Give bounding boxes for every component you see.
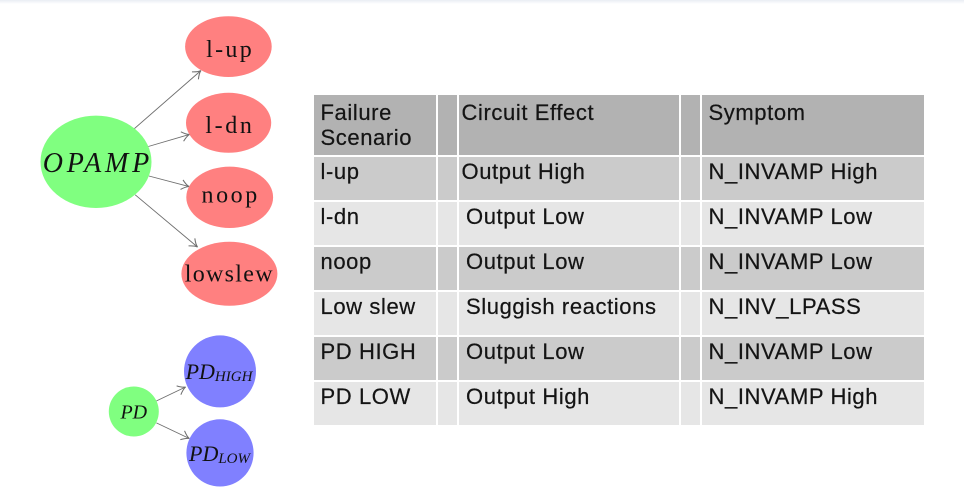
svg-text:l-dn: l-dn: [205, 113, 254, 139]
svg-text:noop: noop: [201, 183, 259, 209]
svg-text:l-up: l-up: [206, 37, 254, 63]
svg-text:PD: PD: [119, 402, 147, 424]
svg-text:OPAMP: OPAMP: [43, 148, 153, 179]
svg-text:lowslew: lowslew: [185, 261, 274, 287]
